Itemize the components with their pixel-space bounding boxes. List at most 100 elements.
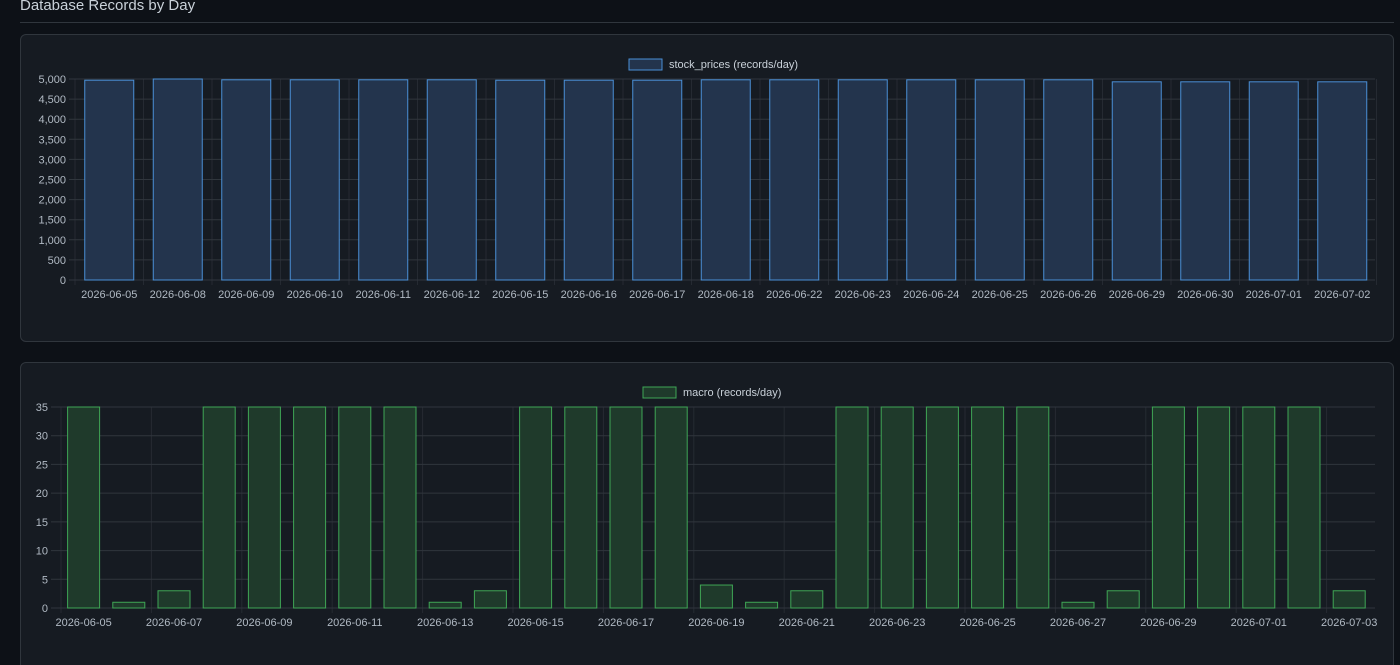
legend-label: stock_prices (records/day) xyxy=(669,59,798,71)
x-tick-label: 2026-06-29 xyxy=(1109,289,1165,301)
bar-2026-06-23 xyxy=(837,79,888,281)
y-tick-label: 0 xyxy=(42,603,48,615)
bar-2026-06-21 xyxy=(790,590,824,609)
bar-2026-06-10 xyxy=(289,79,340,281)
bar-2026-06-11 xyxy=(338,406,372,609)
bar-2026-06-07 xyxy=(157,590,191,609)
x-tick-label: 2026-06-19 xyxy=(688,617,744,629)
legend-swatch xyxy=(628,58,663,71)
x-tick-label: 2026-06-16 xyxy=(561,289,617,301)
bar-2026-06-30 xyxy=(1180,81,1231,281)
x-tick-label: 2026-06-23 xyxy=(835,289,891,301)
x-tick-label: 2026-06-23 xyxy=(869,617,925,629)
bar-2026-06-20 xyxy=(745,601,779,609)
page-title: Database Records by Day xyxy=(20,0,196,14)
macro-chart-panel: macro (records/day) 0 5 10 15 20 25 30 35 2026-06… xyxy=(20,362,1394,665)
x-tick-label: 2026-06-13 xyxy=(417,617,473,629)
y-tick-label: 5,000 xyxy=(38,74,66,86)
bar-2026-06-28 xyxy=(1106,590,1140,609)
stock-prices-chart-panel: stock_prices (records/day) 0 500 1,000 1,500… xyxy=(20,34,1394,342)
x-tick-label: 2026-06-05 xyxy=(55,617,111,629)
y-tick-label: 4,000 xyxy=(38,114,66,126)
y-tick-label: 0 xyxy=(60,275,66,287)
bar-2026-06-17 xyxy=(632,79,683,281)
bar-2026-06-12 xyxy=(426,79,477,281)
y-tick-label: 15 xyxy=(36,517,48,529)
bar-2026-06-16 xyxy=(563,79,614,281)
bar-2026-06-06 xyxy=(112,601,146,609)
bar-2026-06-15 xyxy=(519,406,553,609)
x-tick-label: 2026-06-25 xyxy=(959,617,1015,629)
bar-2026-06-25 xyxy=(974,79,1025,281)
legend-label: macro (records/day) xyxy=(683,387,781,399)
legend-swatch xyxy=(642,386,677,399)
bar-2026-06-22 xyxy=(769,79,820,281)
y-tick-label: 3,000 xyxy=(38,154,66,166)
chart-legend: stock_prices (records/day) xyxy=(628,58,798,71)
x-tick-label: 2026-06-15 xyxy=(492,289,548,301)
bar-2026-06-08 xyxy=(202,406,236,609)
bar-2026-07-02 xyxy=(1317,81,1368,281)
bar-2026-06-24 xyxy=(925,406,959,609)
bar-2026-06-26 xyxy=(1043,79,1094,281)
x-tick-label: 2026-06-18 xyxy=(698,289,754,301)
x-tick-label: 2026-06-25 xyxy=(972,289,1028,301)
y-tick-label: 35 xyxy=(36,402,48,414)
bar-2026-06-26 xyxy=(1016,406,1050,609)
x-tick-label: 2026-06-09 xyxy=(218,289,274,301)
bar-2026-06-17 xyxy=(609,406,643,609)
x-tick-label: 2026-06-26 xyxy=(1040,289,1096,301)
x-tick-label: 2026-06-05 xyxy=(81,289,137,301)
bar-2026-06-15 xyxy=(495,79,546,281)
bar-2026-06-25 xyxy=(971,406,1005,609)
bar-2026-06-10 xyxy=(293,406,327,609)
y-tick-label: 10 xyxy=(36,546,48,558)
chart-legend: macro (records/day) xyxy=(642,386,781,399)
x-tick-label: 2026-06-24 xyxy=(903,289,959,301)
y-tick-label: 1,000 xyxy=(38,235,66,247)
x-tick-label: 2026-06-07 xyxy=(146,617,202,629)
bar-2026-06-14 xyxy=(473,590,507,609)
x-tick-label: 2026-06-21 xyxy=(779,617,835,629)
y-tick-label: 20 xyxy=(36,488,48,500)
bar-2026-07-02 xyxy=(1287,406,1321,609)
bar-2026-06-18 xyxy=(700,79,751,281)
bar-2026-06-22 xyxy=(835,406,869,609)
bar-2026-06-12 xyxy=(383,406,417,609)
macro-chart: macro (records/day) 0 5 10 15 20 25 30 35 2026-06… xyxy=(36,386,1377,629)
bar-2026-06-23 xyxy=(880,406,914,609)
x-tick-label: 2026-06-17 xyxy=(629,289,685,301)
bar-2026-06-16 xyxy=(564,406,598,609)
x-tick-label: 2026-06-22 xyxy=(766,289,822,301)
x-tick-label: 2026-06-30 xyxy=(1177,289,1233,301)
bar-2026-06-19 xyxy=(699,584,733,609)
y-tick-label: 30 xyxy=(36,431,48,443)
bar-2026-06-09 xyxy=(247,406,281,609)
bar-2026-06-05 xyxy=(84,79,135,281)
bar-2026-07-01 xyxy=(1242,406,1276,609)
bar-2026-07-03 xyxy=(1332,590,1366,609)
bar-2026-06-27 xyxy=(1061,601,1095,609)
y-tick-label: 5 xyxy=(42,574,48,586)
x-tick-label: 2026-06-17 xyxy=(598,617,654,629)
x-tick-label: 2026-06-10 xyxy=(287,289,343,301)
title-divider xyxy=(20,22,1394,23)
x-tick-label: 2026-06-11 xyxy=(327,617,382,629)
bar-2026-06-29 xyxy=(1111,81,1162,281)
y-tick-label: 1,500 xyxy=(38,215,66,227)
bar-2026-06-09 xyxy=(221,79,272,281)
x-tick-label: 2026-06-09 xyxy=(236,617,292,629)
bar-2026-06-11 xyxy=(358,79,409,281)
bar-2026-06-29 xyxy=(1151,406,1185,609)
y-tick-label: 3,500 xyxy=(38,134,66,146)
y-tick-label: 2,000 xyxy=(38,195,66,207)
x-tick-label: 2026-07-02 xyxy=(1314,289,1370,301)
x-tick-label: 2026-07-01 xyxy=(1246,289,1302,301)
x-tick-label: 2026-06-27 xyxy=(1050,617,1106,629)
stock-prices-chart: stock_prices (records/day) 0 500 1,000 1,500… xyxy=(38,58,1377,301)
bar-2026-06-13 xyxy=(428,601,462,609)
x-tick-label: 2026-06-12 xyxy=(424,289,480,301)
x-tick-label: 2026-06-15 xyxy=(507,617,563,629)
bar-2026-06-30 xyxy=(1197,406,1231,609)
